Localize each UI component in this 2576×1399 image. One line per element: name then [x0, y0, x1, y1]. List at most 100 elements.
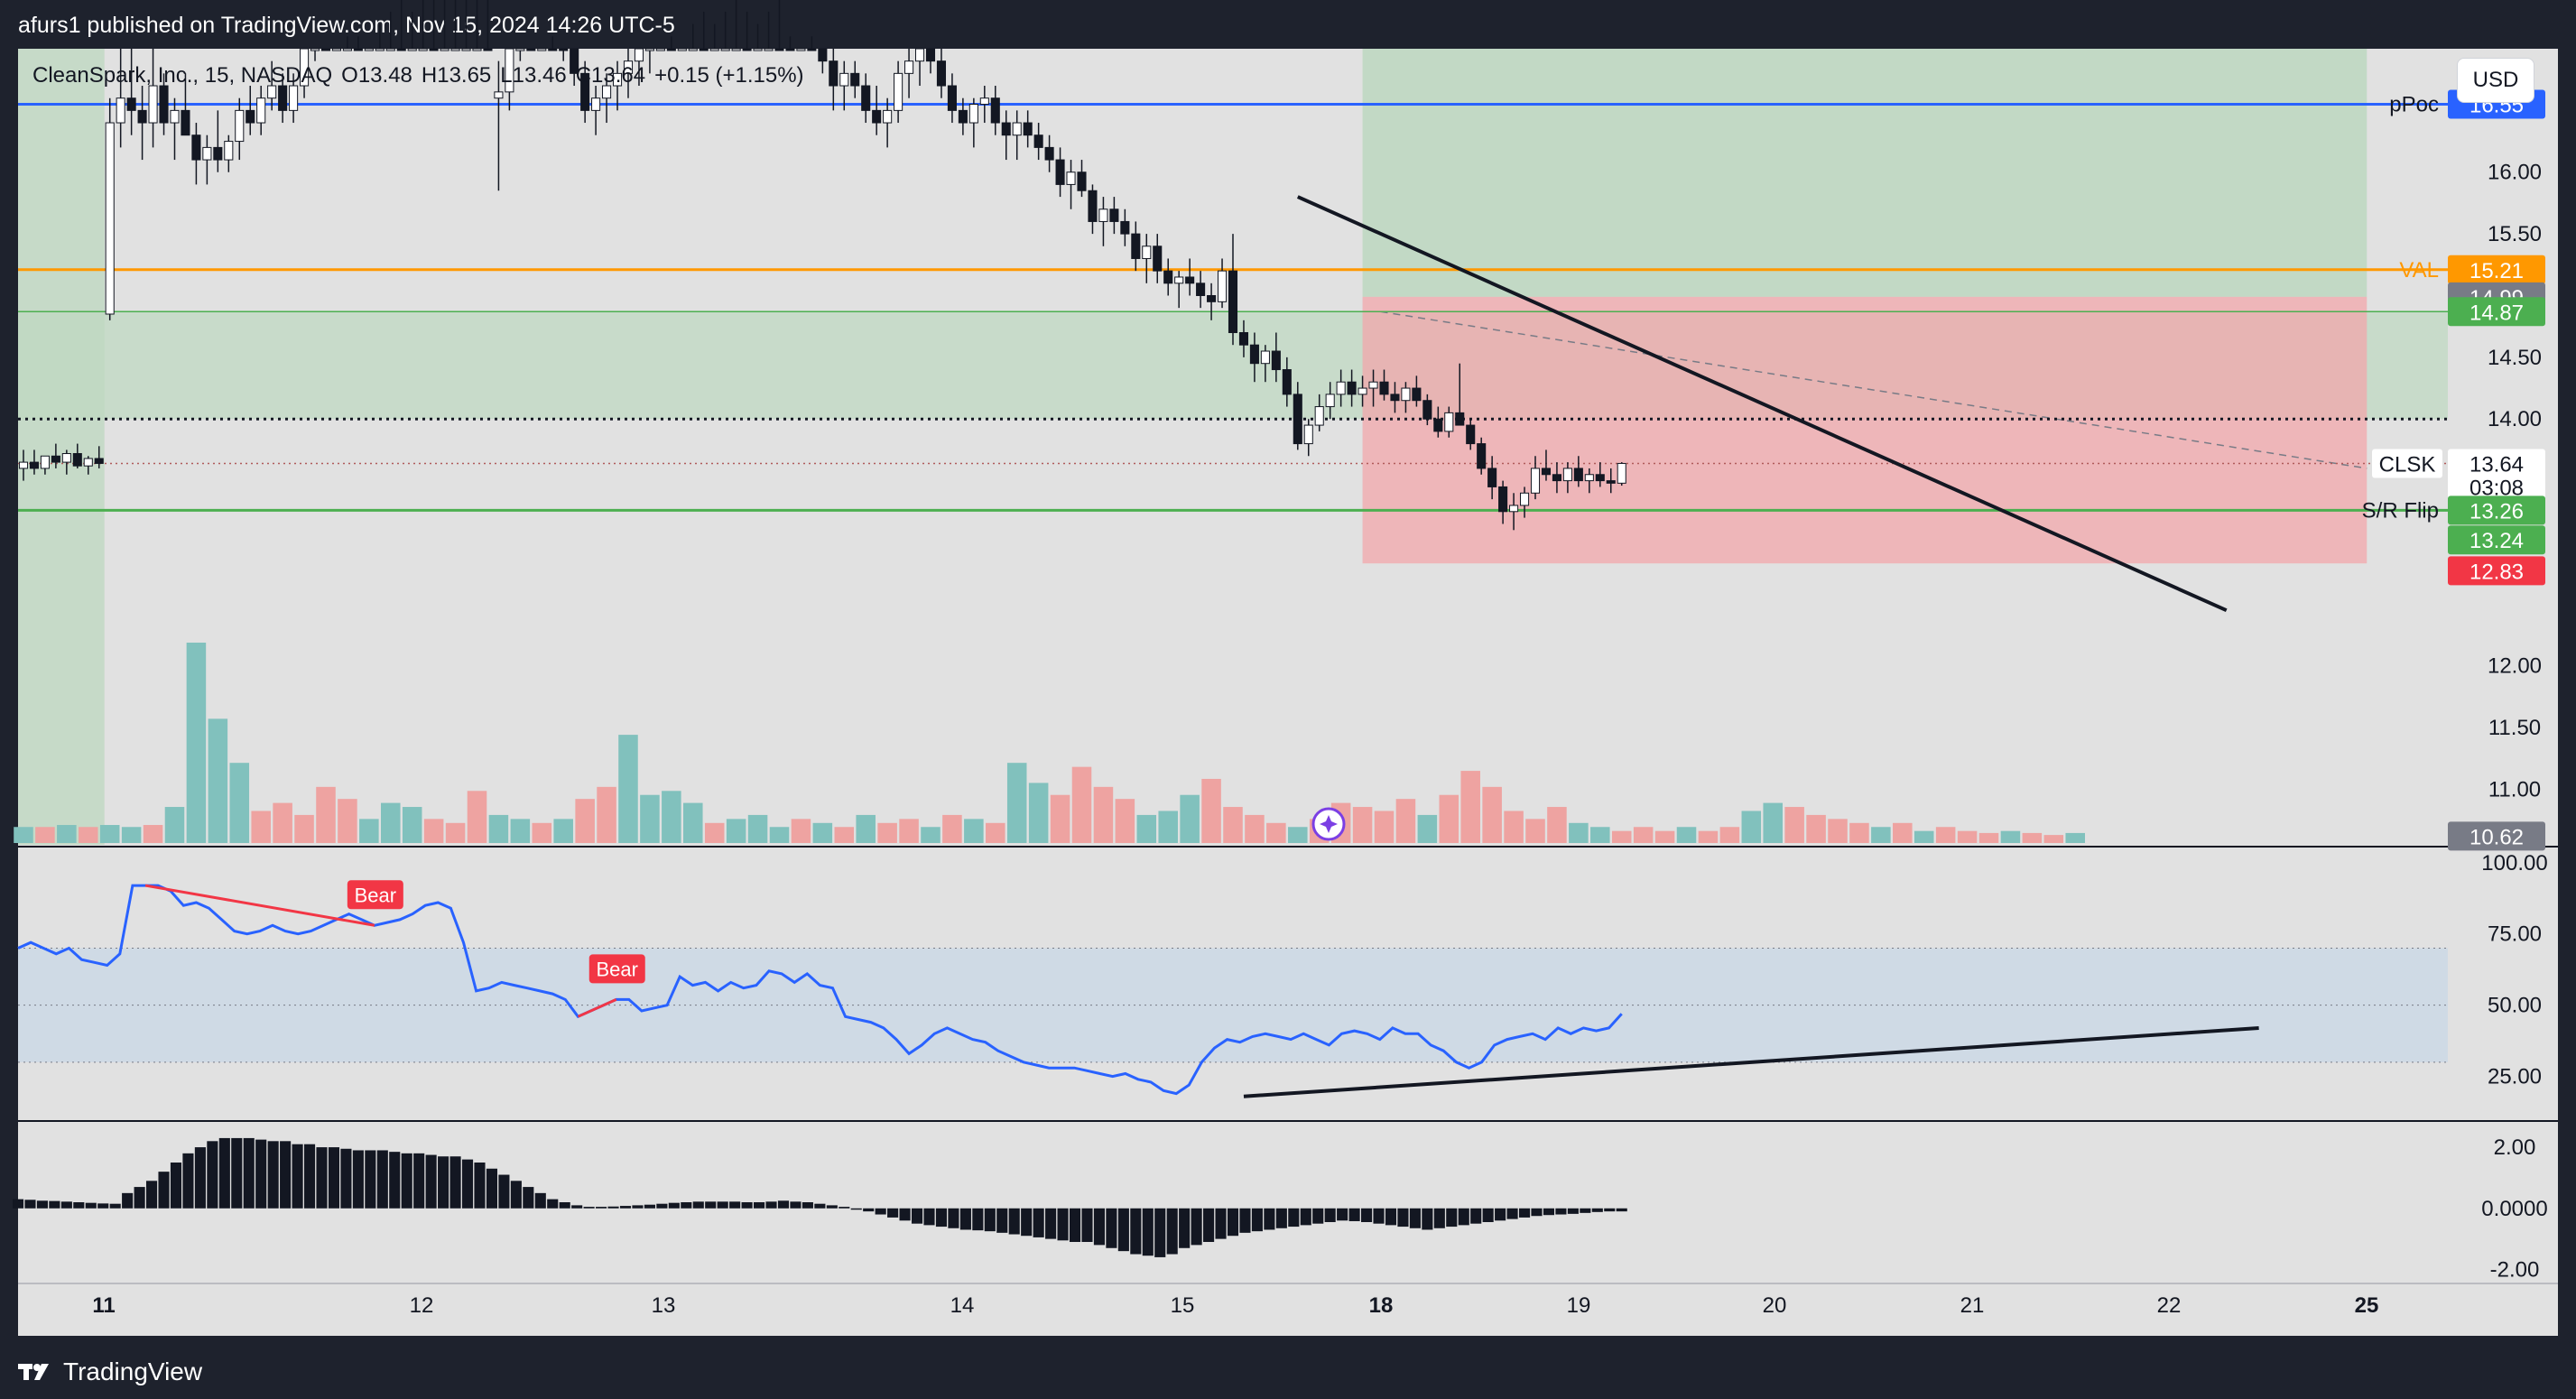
volume-bar [121, 827, 142, 843]
candle-body [440, 48, 449, 51]
volume-bar [899, 819, 919, 843]
price-trendline [1296, 195, 2228, 613]
position-target-zone [1362, 49, 2368, 297]
volume-bar [1784, 807, 1804, 843]
oscillator-tick-label: 2.00 [2494, 1135, 2536, 1160]
oscillator-bar [109, 1203, 121, 1209]
candle-body [1433, 418, 1443, 432]
candle-body [1023, 122, 1033, 136]
symbol-tag [2372, 449, 2442, 478]
oscillator-bar [547, 1199, 559, 1209]
oscillator-bar [1446, 1208, 1458, 1228]
candle-body [342, 48, 352, 51]
candle-body [1142, 246, 1152, 259]
oscillator-bar [413, 1153, 425, 1209]
legend-change: +0.15 (+1.15%) [654, 63, 804, 88]
candle-body [300, 48, 310, 87]
oscillator-bar [790, 1201, 802, 1209]
oscillator-bar [376, 1150, 388, 1209]
price-label-box [2448, 496, 2545, 525]
volume-bar [986, 822, 1005, 843]
oscillator-bar [959, 1208, 971, 1230]
oscillator-bar [996, 1208, 1008, 1233]
oscillator-bar [474, 1163, 486, 1209]
oscillator-tick-label: 0.0000 [2481, 1197, 2547, 1221]
candle-body [818, 48, 828, 62]
candle-body [1606, 480, 1616, 484]
price-tick-label: 12.00 [2488, 654, 2542, 679]
volume-bar [1935, 827, 1956, 843]
oscillator-bar [935, 1208, 948, 1228]
volume-bar [1180, 794, 1200, 843]
volume-bar [402, 807, 422, 843]
candle-body [570, 48, 579, 74]
candle-body [1153, 246, 1163, 272]
price-label-text: 15.21 [2469, 259, 2524, 283]
candle-body [699, 48, 709, 51]
oscillator-bar [449, 1156, 461, 1209]
candle-body [1552, 474, 1561, 482]
candle-body [1088, 190, 1098, 222]
candle-body [1196, 283, 1206, 296]
oscillator-bar [1361, 1208, 1373, 1222]
candle-body [947, 85, 957, 111]
oscillator-bar [523, 1187, 534, 1209]
candle-body [320, 48, 331, 51]
oscillator-bar [1179, 1208, 1191, 1248]
volume-bar [423, 819, 444, 843]
volume-bar [747, 814, 768, 843]
volume-bar [1611, 830, 1632, 843]
candle-body [235, 109, 245, 143]
volume-bar [1719, 827, 1740, 843]
price-label-box [2448, 449, 2545, 478]
volume-bar [1676, 827, 1697, 843]
volume-bar [597, 786, 616, 843]
candle-body [1390, 394, 1400, 402]
oscillator-bar [1604, 1208, 1616, 1212]
oscillator-bar [571, 1205, 583, 1209]
oscillator-bar [596, 1207, 607, 1209]
candle-body [883, 109, 893, 124]
volume-bar [1245, 814, 1265, 843]
candle-body [170, 109, 180, 124]
oscillator-bar [1409, 1208, 1421, 1228]
volume-bar [467, 791, 487, 843]
candle-body [126, 97, 136, 111]
oscillator-bar [1337, 1208, 1348, 1221]
oscillator-bar [438, 1156, 449, 1209]
symbol-tag-text: CLSK [2379, 452, 2436, 477]
oscillator-bar [1008, 1208, 1020, 1235]
oscillator-bar [1531, 1208, 1543, 1217]
oscillator-bar [802, 1202, 813, 1209]
oscillator-bar [365, 1150, 376, 1209]
candle-body [1498, 486, 1508, 513]
oscillator-bar [875, 1208, 886, 1215]
time-tick-label: 20 [1763, 1293, 1787, 1318]
candle-body [1573, 468, 1583, 482]
candle-body [1595, 474, 1605, 482]
price-tick-label: 11.50 [2488, 716, 2541, 740]
candle-body [40, 455, 50, 469]
volume-bar [2000, 830, 2021, 843]
oscillator-bar [1166, 1208, 1178, 1255]
candle-body [764, 48, 774, 51]
candle-body [1293, 394, 1302, 445]
oscillator-bar [1397, 1208, 1409, 1228]
level-label: VAL [2399, 258, 2439, 283]
price-tick-label: 14.00 [2488, 407, 2542, 431]
currency-button[interactable]: USD [2457, 58, 2534, 103]
oscillator-bar [231, 1137, 243, 1209]
candle-body [407, 48, 417, 51]
oscillator-bar [328, 1147, 340, 1209]
oscillator-bar [1251, 1208, 1263, 1232]
volume-bar [1957, 830, 1978, 843]
oscillator-bar [1518, 1208, 1531, 1218]
volume-bar [1266, 822, 1286, 843]
candle-body [1401, 387, 1411, 402]
oscillator-bar [1506, 1208, 1518, 1219]
oscillator-bar [923, 1208, 935, 1226]
candle-body [418, 48, 428, 51]
volume-bar [1828, 819, 1848, 843]
candle-body [677, 48, 687, 51]
